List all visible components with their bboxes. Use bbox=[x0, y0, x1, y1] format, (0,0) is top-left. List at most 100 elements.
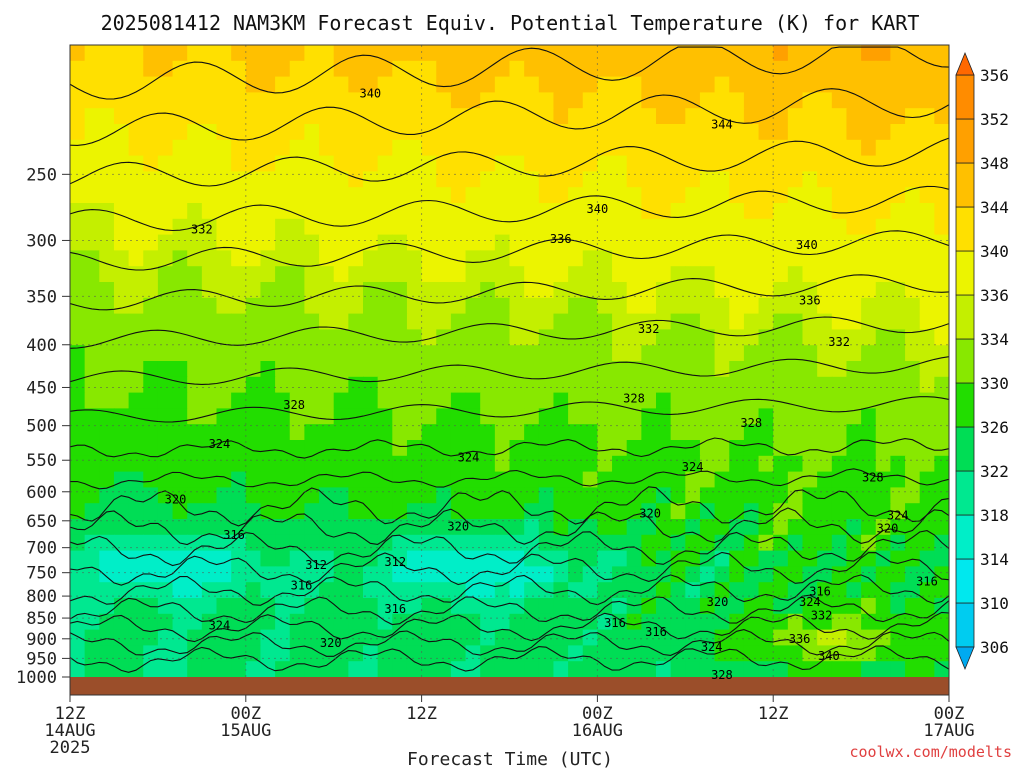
field-cell bbox=[773, 408, 789, 425]
field-cell bbox=[304, 519, 320, 536]
field-cell bbox=[890, 124, 906, 141]
field-cell bbox=[743, 550, 760, 567]
field-cell bbox=[406, 440, 423, 457]
field-cell bbox=[743, 455, 760, 473]
field-cell bbox=[509, 297, 525, 315]
field-cell bbox=[84, 487, 100, 504]
contour-label: 324 bbox=[701, 640, 723, 654]
field-cell bbox=[597, 613, 613, 631]
field-cell bbox=[699, 440, 716, 457]
field-cell bbox=[934, 582, 949, 599]
field-cell bbox=[831, 282, 848, 299]
field-cell bbox=[187, 266, 203, 283]
field-cell bbox=[670, 218, 686, 236]
field-cell bbox=[787, 218, 804, 236]
field-cell bbox=[714, 661, 730, 677]
field-cell bbox=[377, 424, 393, 441]
field-cell bbox=[612, 234, 628, 251]
field-cell bbox=[641, 487, 657, 504]
field-cell bbox=[685, 376, 701, 394]
field-cell bbox=[333, 408, 349, 425]
field-cell bbox=[817, 203, 833, 220]
field-cell bbox=[597, 76, 613, 93]
field-cell bbox=[319, 519, 335, 536]
field-cell bbox=[846, 345, 862, 362]
field-cell bbox=[802, 361, 818, 378]
field-cell bbox=[450, 376, 467, 394]
field-cell bbox=[890, 108, 906, 125]
contour-label: 320 bbox=[165, 493, 187, 507]
field-cell bbox=[392, 92, 408, 109]
field-cell bbox=[406, 613, 423, 631]
colorbar-swatch bbox=[955, 382, 975, 428]
field-cell bbox=[802, 124, 818, 141]
field-cell bbox=[260, 440, 276, 457]
field-cell bbox=[685, 187, 701, 204]
field-cell bbox=[465, 361, 481, 378]
field-cell bbox=[377, 661, 393, 677]
field-cell bbox=[392, 234, 408, 251]
field-cell bbox=[231, 455, 247, 473]
field-cell bbox=[406, 661, 423, 677]
field-cell bbox=[934, 266, 949, 283]
colorbar-tick-label: 310 bbox=[980, 594, 1009, 613]
field-cell bbox=[143, 234, 159, 251]
field-cell bbox=[333, 76, 349, 93]
field-cell bbox=[743, 92, 760, 109]
field-cell bbox=[817, 376, 833, 394]
field-cell bbox=[641, 203, 657, 220]
field-cell bbox=[99, 455, 115, 473]
field-cell bbox=[875, 266, 891, 283]
field-cell bbox=[128, 661, 144, 677]
field-cell bbox=[157, 187, 174, 204]
field-cell bbox=[817, 645, 833, 662]
field-cell bbox=[846, 250, 862, 267]
field-cell bbox=[392, 139, 408, 157]
field-cell bbox=[656, 345, 672, 362]
field-cell bbox=[143, 408, 159, 425]
field-cell bbox=[626, 408, 642, 425]
field-cell bbox=[304, 566, 320, 583]
field-cell bbox=[113, 598, 130, 615]
field-cell bbox=[392, 392, 408, 409]
field-cell bbox=[846, 645, 862, 662]
field-cell bbox=[348, 534, 364, 552]
field-cell bbox=[802, 76, 818, 93]
field-cell bbox=[260, 313, 276, 330]
field-cell bbox=[406, 60, 423, 78]
field-cell bbox=[113, 282, 130, 299]
field-cell bbox=[348, 582, 364, 599]
contour-label: 316 bbox=[604, 616, 626, 630]
field-cell bbox=[538, 566, 555, 583]
field-cell bbox=[626, 629, 642, 646]
field-cell bbox=[436, 76, 452, 93]
field-cell bbox=[509, 282, 525, 299]
field-cell bbox=[846, 613, 862, 631]
field-cell bbox=[128, 60, 144, 78]
field-cell bbox=[890, 598, 906, 615]
field-cell bbox=[699, 376, 716, 394]
field-cell bbox=[216, 629, 232, 646]
field-cell bbox=[861, 313, 877, 330]
field-cell bbox=[875, 203, 891, 220]
field-cell bbox=[919, 424, 935, 441]
field-cell bbox=[465, 171, 481, 188]
field-cell bbox=[846, 329, 862, 346]
field-cell bbox=[84, 60, 100, 78]
field-cell bbox=[553, 503, 569, 520]
field-cell bbox=[905, 187, 921, 204]
field-cell bbox=[758, 550, 774, 567]
field-cell bbox=[304, 250, 320, 267]
field-cell bbox=[524, 250, 540, 267]
field-cell bbox=[685, 313, 701, 330]
field-cell bbox=[817, 124, 833, 141]
contour-line bbox=[70, 574, 949, 606]
field-cell bbox=[245, 45, 262, 62]
field-cell bbox=[524, 76, 540, 93]
field-cell bbox=[143, 503, 159, 520]
field-cell bbox=[319, 124, 335, 141]
field-cell bbox=[875, 392, 891, 409]
field-cell bbox=[333, 661, 349, 677]
